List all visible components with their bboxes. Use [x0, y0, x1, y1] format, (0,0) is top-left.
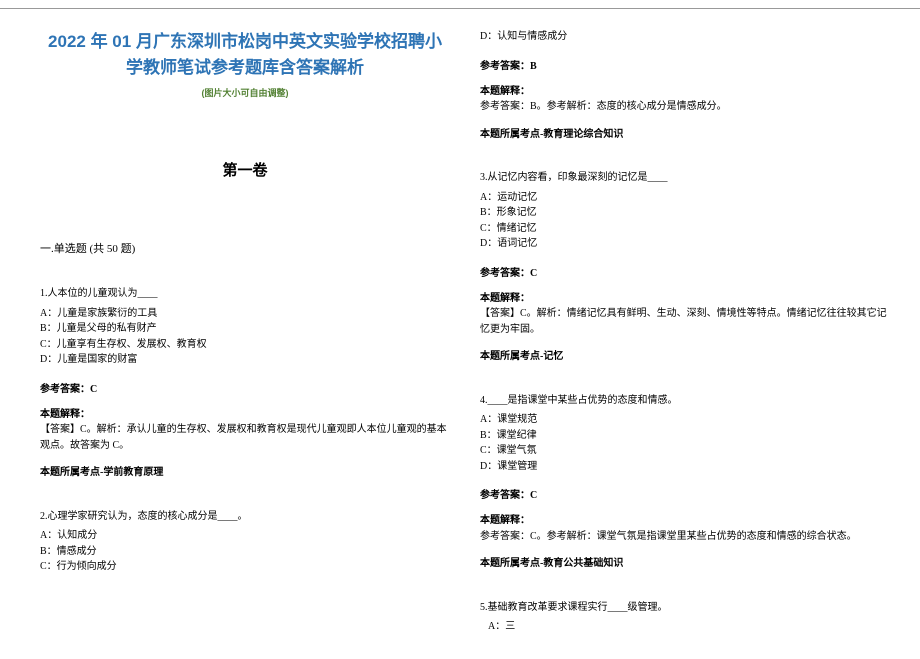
q4-answer: 参考答案：C [480, 488, 890, 503]
q1-opt-d: D：儿童是国家的财富 [40, 352, 450, 368]
q2-opt-d: D：认知与情感成分 [480, 29, 890, 45]
q2-stem: 2.心理学家研究认为，态度的核心成分是____。 [40, 509, 450, 525]
question-2-part1: 2.心理学家研究认为，态度的核心成分是____。 A：认知成分 B：情感成分 C… [40, 509, 450, 575]
q2-point: 本题所属考点-教育理论综合知识 [480, 127, 890, 143]
q3-exp-head: 本题解释： [480, 291, 890, 307]
doc-title: 2022 年 01 月广东深圳市松岗中英文实验学校招聘小 学教师笔试参考题库含答… [40, 29, 450, 80]
q5-stem: 5.基础教育改革要求课程实行____级管理。 [480, 600, 890, 616]
q4-exp: 参考答案：C。参考解析：课堂气氛是指课堂里某些占优势的态度和情感的综合状态。 [480, 529, 890, 545]
q4-opt-d: D：课堂管理 [480, 459, 890, 475]
q2-exp-head: 本题解释： [480, 84, 890, 100]
question-4: 4.____是指课堂中某些占优势的态度和情感。 A：课堂规范 B：课堂纪律 C：… [480, 393, 890, 572]
q2-exp: 参考答案：B。参考解析：态度的核心成分是情感成分。 [480, 99, 890, 115]
two-column-layout: 2022 年 01 月广东深圳市松岗中英文实验学校招聘小 学教师笔试参考题库含答… [40, 29, 890, 635]
question-2-part2: D：认知与情感成分 参考答案：B 本题解释： 参考答案：B。参考解析：态度的核心… [480, 29, 890, 142]
q2-opt-a: A：认知成分 [40, 528, 450, 544]
q1-opt-b: B：儿童是父母的私有财产 [40, 321, 450, 337]
q3-opt-a: A：运动记忆 [480, 190, 890, 206]
q4-opt-b: B：课堂纪律 [480, 428, 890, 444]
q4-opt-a: A：课堂规范 [480, 412, 890, 428]
q1-opt-c: C：儿童享有生存权、发展权、教育权 [40, 337, 450, 353]
page: 2022 年 01 月广东深圳市松岗中英文实验学校招聘小 学教师笔试参考题库含答… [0, 8, 920, 645]
left-column: 2022 年 01 月广东深圳市松岗中英文实验学校招聘小 学教师笔试参考题库含答… [40, 29, 450, 635]
q1-exp-head: 本题解释： [40, 407, 450, 423]
q4-opt-c: C：课堂气氛 [480, 443, 890, 459]
q3-exp: 【答案】C。解析：情绪记忆具有鲜明、生动、深刻、情境性等特点。情绪记忆往往较其它… [480, 306, 890, 337]
title-line-2: 学教师笔试参考题库含答案解析 [40, 55, 450, 81]
q4-point: 本题所属考点-教育公共基础知识 [480, 556, 890, 572]
right-column: D：认知与情感成分 参考答案：B 本题解释： 参考答案：B。参考解析：态度的核心… [480, 29, 890, 635]
q4-exp-head: 本题解释： [480, 513, 890, 529]
section-heading: 一.单选题 (共 50 题) [40, 240, 450, 256]
q3-opt-c: C：情绪记忆 [480, 221, 890, 237]
q3-opt-b: B：形象记忆 [480, 205, 890, 221]
q1-stem: 1.人本位的儿童观认为____ [40, 286, 450, 302]
q4-stem: 4.____是指课堂中某些占优势的态度和情感。 [480, 393, 890, 409]
q1-opt-a: A：儿童是家族繁衍的工具 [40, 306, 450, 322]
volume-heading: 第一卷 [40, 159, 450, 180]
question-1: 1.人本位的儿童观认为____ A：儿童是家族繁衍的工具 B：儿童是父母的私有财… [40, 286, 450, 481]
q2-opt-b: B：情感成分 [40, 544, 450, 560]
q1-exp: 【答案】C。解析：承认儿童的生存权、发展权和教育权是现代儿童观即人本位儿童观的基… [40, 422, 450, 453]
q1-point: 本题所属考点-学前教育原理 [40, 465, 450, 481]
question-5: 5.基础教育改革要求课程实行____级管理。 A：三 [480, 600, 890, 635]
title-line-1: 2022 年 01 月广东深圳市松岗中英文实验学校招聘小 [40, 29, 450, 55]
q3-point: 本题所属考点-记忆 [480, 349, 890, 365]
q3-opt-d: D：语词记忆 [480, 236, 890, 252]
q3-answer: 参考答案：C [480, 266, 890, 281]
q5-opt-a: A：三 [480, 619, 890, 635]
q3-stem: 3.从记忆内容看，印象最深刻的记忆是____ [480, 170, 890, 186]
q2-answer: 参考答案：B [480, 59, 890, 74]
q2-opt-c: C：行为倾向成分 [40, 559, 450, 575]
q1-answer: 参考答案：C [40, 382, 450, 397]
question-3: 3.从记忆内容看，印象最深刻的记忆是____ A：运动记忆 B：形象记忆 C：情… [480, 170, 890, 365]
subtitle: (图片大小可自由调整) [40, 86, 450, 99]
